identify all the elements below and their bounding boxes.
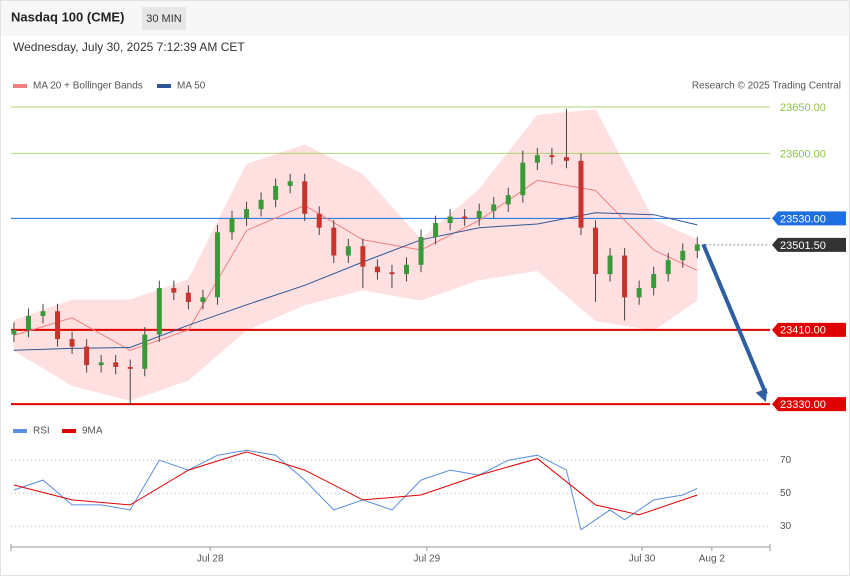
candle-body — [113, 362, 119, 367]
forecast-arrow — [701, 243, 768, 395]
credit: Research © 2025 Trading Central — [692, 81, 841, 92]
level-label: 23600.00 — [780, 148, 826, 160]
candle-body — [287, 181, 293, 186]
bollinger-upper — [13, 109, 698, 321]
level-label: 23330.00 — [780, 399, 826, 411]
legend-swatch — [13, 84, 27, 88]
y-tick-label: 70 — [780, 455, 792, 466]
legend-label: 9MA — [82, 426, 103, 437]
level-label: 23650.00 — [780, 102, 826, 114]
x-tick-label: Jul 30 — [629, 554, 656, 565]
candle-body — [680, 250, 686, 261]
legend-swatch — [13, 429, 27, 433]
y-tick-label: 30 — [780, 521, 792, 532]
candle-body — [593, 227, 599, 275]
candle-body — [549, 155, 555, 158]
level-label: 23501.50 — [780, 240, 826, 252]
candle-body — [229, 218, 235, 233]
candle-body — [127, 366, 133, 369]
candle-body — [98, 362, 104, 366]
level-label: 23530.00 — [780, 213, 826, 225]
candle-body — [403, 264, 409, 275]
forecast-arrowhead — [755, 388, 768, 403]
candle-body — [651, 274, 657, 289]
candle-body — [171, 288, 177, 293]
candle-body — [694, 244, 700, 251]
level-tag — [772, 322, 846, 337]
legend-label: MA 50 — [177, 81, 206, 92]
x-tick-label: Aug 2 — [699, 554, 726, 565]
candle-body — [389, 272, 395, 275]
candle-body — [40, 311, 46, 316]
interval-button[interactable] — [142, 7, 186, 30]
candle-body — [418, 236, 424, 265]
candle-body — [636, 288, 642, 298]
candle-body — [345, 246, 351, 256]
candle-body — [84, 346, 90, 366]
interval-label[interactable]: 30 MIN — [146, 13, 182, 25]
timestamp: Wednesday, July 30, 2025 7:12:39 AM CET — [13, 40, 245, 54]
rsi-line — [13, 449, 698, 531]
level-tag — [772, 211, 846, 226]
instrument-title: Nasdaq 100 (CME) — [11, 9, 124, 24]
legend-swatch — [62, 429, 76, 433]
candle-body — [11, 329, 17, 335]
legend-label: RSI — [33, 426, 50, 437]
legend-label: MA 20 + Bollinger Bands — [33, 81, 143, 92]
candle-body — [185, 292, 191, 302]
candle-body — [69, 339, 75, 347]
candle-body — [258, 199, 264, 210]
candle-body — [462, 216, 468, 219]
candle-body — [520, 162, 526, 196]
candle-body — [302, 181, 308, 214]
candle-body — [273, 185, 279, 200]
candle-body — [476, 210, 482, 219]
candle-body — [244, 209, 250, 219]
candle-body — [505, 195, 511, 205]
candle-body — [156, 288, 162, 335]
candle-body — [433, 223, 439, 237]
candle-body — [374, 266, 380, 273]
header-bar — [0, 0, 850, 36]
candle-body — [214, 232, 220, 298]
y-tick-label: 50 — [780, 488, 792, 499]
candle-body — [200, 297, 206, 302]
candle-body — [55, 311, 61, 340]
level-label: 23410.00 — [780, 325, 826, 337]
candle-body — [331, 227, 337, 256]
candle-body — [316, 213, 322, 228]
candle-body — [607, 255, 613, 275]
candle-body — [534, 155, 540, 163]
candle-body — [447, 216, 453, 224]
legend-swatch — [157, 84, 171, 88]
candle-body — [578, 160, 584, 228]
candle-body — [665, 260, 671, 275]
candle-body — [25, 315, 31, 330]
level-tag — [772, 237, 846, 252]
x-tick-label: Jul 29 — [414, 554, 441, 565]
candle-body — [142, 334, 148, 369]
x-tick-label: Jul 28 — [197, 554, 224, 565]
candle-body — [563, 157, 569, 161]
candle-body — [491, 204, 497, 211]
candle-body — [622, 255, 628, 298]
bollinger-fill — [13, 109, 698, 401]
rsi-line — [13, 451, 698, 516]
candle-body — [360, 246, 366, 267]
level-tag — [772, 397, 846, 412]
